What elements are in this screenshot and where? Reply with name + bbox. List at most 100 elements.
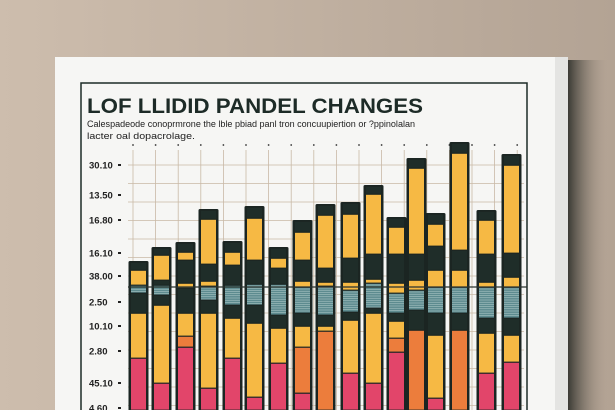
bar-segment-dark	[366, 186, 381, 194]
bar-segment-orange	[178, 336, 193, 347]
bar-segment-dark	[428, 246, 443, 270]
bar-segment-yellow	[452, 153, 467, 250]
canvas-shadow	[566, 60, 608, 410]
bar-segment-teal	[504, 287, 519, 318]
bar-segment-teal	[366, 283, 381, 308]
bar-segment-yellow	[343, 214, 358, 258]
bar-segment-teal	[318, 286, 333, 315]
y-tick-label: 13.50	[89, 191, 113, 202]
bar-segment-red	[178, 347, 193, 410]
bar-segment-dark	[389, 313, 404, 321]
y-tick-label: 16.80	[89, 216, 113, 227]
bar-segment-dark	[225, 305, 240, 318]
bar-segment-yellow	[409, 168, 424, 254]
grid-dot	[335, 144, 338, 146]
bar-segment-teal	[479, 287, 494, 318]
y-tick-mark	[118, 407, 121, 409]
grid-dot	[358, 144, 360, 146]
bar-segment-yellow	[343, 282, 358, 290]
bar-segment-yellow	[504, 277, 519, 287]
bar-segment-dark	[318, 315, 333, 326]
bar-segment-dark	[409, 310, 424, 330]
bar-segment-dark	[201, 210, 216, 219]
bar-segment-red	[479, 373, 494, 410]
bar-16	[476, 210, 497, 410]
bar-segment-yellow	[295, 281, 310, 287]
bar-segment-orange	[409, 330, 424, 410]
bar-10	[340, 202, 361, 410]
bar-segment-yellow	[178, 283, 193, 288]
grid-dot	[177, 144, 180, 146]
bar-segment-dark	[389, 218, 404, 227]
bar-15	[449, 142, 470, 410]
bar-segment-dark	[178, 243, 193, 252]
chart-title: LOF LLIDID PANDEL CHANGES	[87, 95, 423, 118]
bar-segment-red	[366, 383, 381, 410]
bar-segment-teal	[409, 290, 424, 310]
y-tick-mark	[118, 350, 121, 352]
bar-segment-dark	[366, 308, 381, 313]
y-tick-label: 4.60	[89, 404, 108, 410]
bar-13	[406, 158, 427, 410]
bar-segment-yellow	[504, 165, 519, 253]
bar-segment-yellow	[366, 194, 381, 254]
bar-segment-red	[201, 388, 216, 410]
grid-dot	[312, 144, 315, 146]
bar-segment-dark	[343, 258, 358, 282]
y-tick-mark	[118, 382, 121, 384]
bar-segment-dark	[504, 155, 519, 165]
bar-segment-yellow	[479, 220, 494, 254]
bar-5	[222, 241, 243, 410]
bar-12	[386, 217, 407, 410]
bar-segment-dark	[479, 254, 494, 282]
bar-segment-red	[295, 393, 310, 410]
bar-segment-dark	[479, 211, 494, 220]
bar-segment-dark	[154, 295, 169, 305]
bar-segment-yellow	[452, 270, 467, 287]
bar-segment-dark	[389, 254, 404, 283]
y-tick-label: 30.10	[89, 161, 113, 172]
bar-segment-yellow	[343, 320, 358, 373]
bar-segment-yellow	[428, 224, 443, 246]
bar-segment-yellow	[154, 255, 169, 280]
y-tick-label: 45.10	[89, 379, 113, 390]
y-axis-ticks: 30.10 13.50 16.80 16.10 38.00 2.50 10.10 2.80 45…	[89, 161, 121, 410]
y-tick-label: 16.10	[89, 249, 113, 260]
bar-segment-dark	[247, 207, 262, 218]
bar-segment-yellow	[271, 258, 286, 268]
y-tick-mark	[118, 164, 121, 166]
bar-segment-orange	[295, 347, 310, 393]
bar-segment-red	[504, 362, 519, 410]
bar-segment-dark	[479, 318, 494, 333]
bar-segment-yellow	[389, 227, 404, 254]
bar-segment-dark	[318, 205, 333, 215]
bar-segment-yellow	[428, 335, 443, 398]
y-tick-mark	[118, 301, 121, 303]
bar-segment-red	[343, 373, 358, 410]
y-tick-label: 2.80	[89, 347, 108, 358]
grid-dot	[132, 144, 134, 146]
bar-6	[244, 206, 265, 410]
y-tick-label: 2.50	[89, 298, 108, 309]
grid-dot	[380, 144, 383, 146]
bar-segment-yellow	[247, 323, 262, 397]
bar-segment-yellow	[201, 281, 216, 286]
bar-segment-teal	[154, 285, 169, 295]
bar-segment-dark	[131, 293, 146, 313]
y-tick-mark	[118, 252, 121, 254]
bar-segment-dark	[154, 280, 169, 285]
chart-subtitle-line-1: Calespadeode conoprmrone the lble pbiad …	[87, 119, 415, 129]
bar-1	[128, 261, 149, 410]
bar-segment-yellow	[201, 219, 216, 264]
bar-segment-orange	[452, 330, 467, 410]
bar-segment-dark	[452, 143, 467, 153]
y-tick-mark	[118, 275, 121, 277]
bar-segment-yellow	[201, 313, 216, 388]
bar-segment-dark	[271, 268, 286, 284]
bar-segment-dark	[225, 242, 240, 252]
bar-segment-dark	[343, 312, 358, 320]
bar-8	[292, 220, 313, 410]
bar-segment-yellow	[225, 252, 240, 265]
bar-segment-red	[225, 358, 240, 410]
chart-subtitle-line-2: lacter oal dopacrolage.	[87, 131, 195, 141]
